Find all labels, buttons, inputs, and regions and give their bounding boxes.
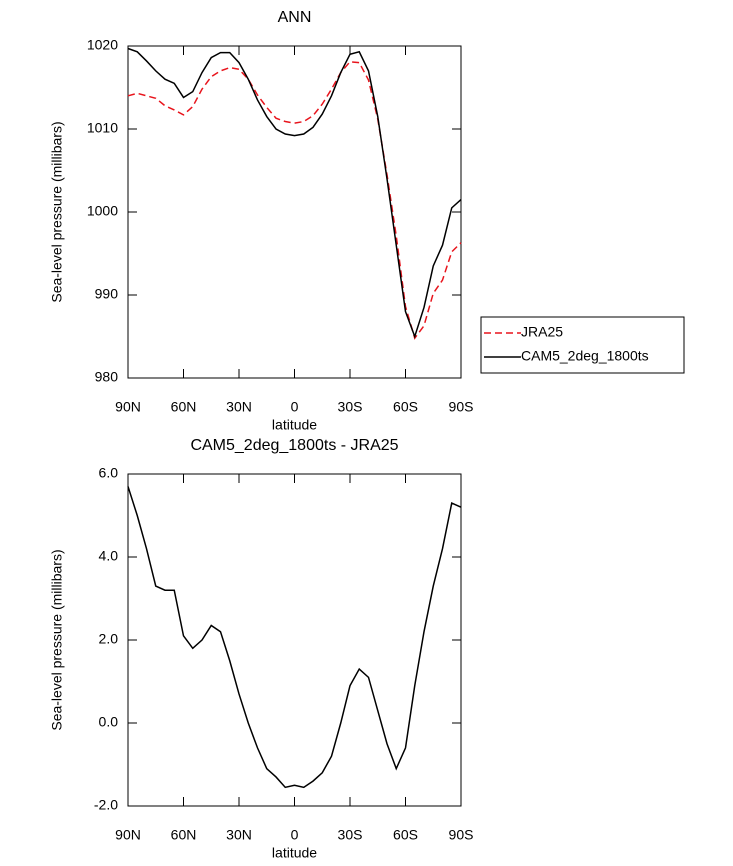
legend-box	[480, 316, 685, 374]
x-tick-label: 60S	[393, 399, 418, 415]
x-tick-label: 30S	[338, 827, 363, 843]
legend-label: CAM5_2deg_1800ts	[521, 348, 649, 364]
y-tick-label: 1010	[87, 120, 118, 136]
y-tick-label: 980	[95, 369, 119, 385]
y-axis-label: Sea-level pressure (millibars)	[49, 121, 65, 302]
y-axis-label: Sea-level pressure (millibars)	[49, 549, 65, 730]
x-tick-label: 90S	[449, 399, 474, 415]
x-tick-label: 90N	[115, 399, 141, 415]
y-tick-label: 2.0	[99, 631, 119, 647]
y-tick-label: 6.0	[99, 465, 119, 481]
x-tick-label: 60S	[393, 827, 418, 843]
y-tick-label: 1000	[87, 203, 118, 219]
legend: JRA25 CAM5_2deg_1800ts	[480, 316, 685, 374]
x-tick-label: 60N	[171, 399, 197, 415]
x-axis-label: latitude	[272, 845, 317, 861]
chart-title: CAM5_2deg_1800ts - JRA25	[190, 437, 398, 454]
data-line	[127, 486, 462, 789]
x-tick-label: 0	[291, 399, 299, 415]
x-tick-label: 0	[291, 827, 299, 843]
y-tick-label: 990	[95, 286, 119, 302]
x-tick-label: 90S	[449, 827, 474, 843]
x-axis-label: latitude	[272, 417, 317, 433]
x-tick-label: 60N	[171, 827, 197, 843]
panel: ANN latitude Sea-level pressure (millibars…	[49, 9, 685, 433]
y-tick-label: 1020	[87, 37, 118, 53]
legend-label: JRA25	[521, 324, 563, 340]
x-tick-label: 90N	[115, 827, 141, 843]
x-tick-label: 30S	[338, 399, 363, 415]
data-line	[127, 47, 462, 339]
plot-frame	[127, 473, 462, 807]
data-line	[127, 60, 462, 340]
y-tick-label: -2.0	[94, 797, 118, 813]
y-tick-label: 4.0	[99, 548, 119, 564]
chart-title: ANN	[278, 9, 312, 26]
y-tick-label: 0.0	[99, 714, 119, 730]
panel: CAM5_2deg_1800ts - JRA25 latitude Sea-leve…	[49, 437, 474, 860]
x-tick-label: 30N	[226, 399, 252, 415]
x-tick-label: 30N	[226, 827, 252, 843]
